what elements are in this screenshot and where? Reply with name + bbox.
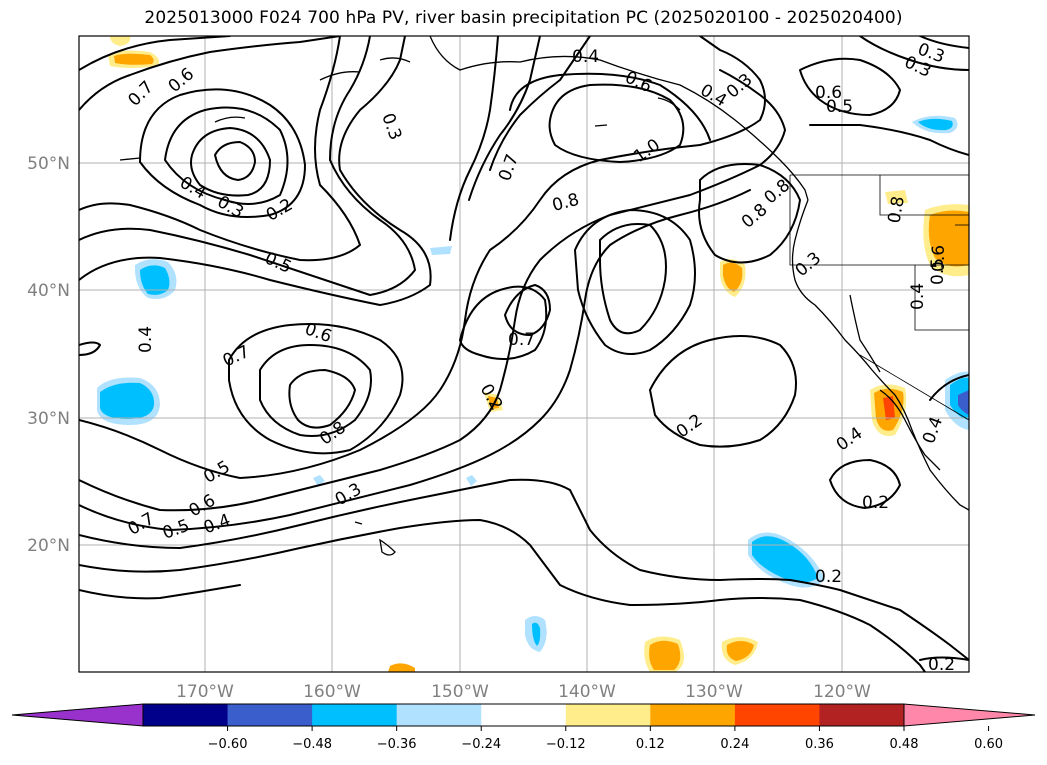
contour-label: 0.5 [928,258,948,285]
colorbar-tick-label: 0.60 [974,737,1003,752]
precip-blob [100,382,155,419]
precip-blob [726,641,754,661]
contour-label: 0.2 [815,567,842,587]
map-frame [79,36,969,672]
lon-label: 120°W [813,682,871,702]
coastlines [119,36,969,556]
colorbar-segment [396,704,482,726]
precip-blob [114,53,154,65]
precip-blob [958,390,969,415]
colorbar-tick-label: −0.24 [461,737,501,752]
lon-label: 160°W [303,682,361,702]
colorbar-tick-label: −0.36 [377,737,417,752]
contour-label: 0.4 [136,326,156,353]
latitude-labels: 50°N 40°N 30°N 20°N [27,154,70,556]
colorbar-segment [312,704,398,726]
map-title: 2025013000 F024 700 hPa PV, river basin … [144,8,903,28]
precip-blob [388,663,415,672]
colorbar-tick-label: −0.48 [292,737,332,752]
map-border [78,35,970,673]
colorbar-tick-label: 0.36 [805,737,834,752]
precip-shading [97,36,969,672]
precip-blob [532,622,541,646]
colorbar-segment [481,704,567,726]
precip-blob [918,118,953,131]
precip-blob [140,265,170,295]
colorbar-segment [734,704,820,726]
colorbar-tick-label: 0.12 [636,737,665,752]
contour-label: 0.2 [862,493,889,513]
colorbar-extend-min [11,703,144,727]
contour-label: 0.4 [572,47,599,67]
precip-blob [110,36,131,46]
lon-label: 150°W [431,682,489,702]
colorbar-tick-label: 0.48 [890,737,919,752]
lat-label: 20°N [27,536,70,556]
longitude-labels: 170°W 160°W 150°W 140°W 130°W 120°W [176,682,871,702]
colorbar-segment [565,704,651,726]
precip-blob [466,475,477,486]
colorbar-segment [143,704,229,726]
colorbar-tick-label: −0.12 [546,737,586,752]
lon-label: 140°W [558,682,616,702]
colorbar: −0.60 −0.48 −0.36 −0.24 −0.12 0.12 0.24 0.36 0.4… [11,703,1036,752]
pv-contours [79,36,969,672]
contour-label: 0.4 [908,283,928,310]
lon-label: 170°W [176,682,234,702]
colorbar-tick-label: 0.24 [720,737,749,752]
lat-label: 30°N [27,409,70,429]
colorbar-segment [227,704,313,726]
precip-blob [752,536,818,583]
lat-label: 50°N [27,154,70,174]
contour-label: 0.5 [826,97,853,117]
lon-label: 130°W [685,682,743,702]
precip-blob [928,210,969,267]
contour-label: 0.8 [885,195,909,225]
precip-blob [883,396,895,420]
contour-label: 0.7 [508,330,535,350]
contour-label: 0.6 [929,245,949,272]
colorbar-tick-label: −0.60 [208,737,248,752]
contour-label: 0.6 [815,83,842,103]
precip-blob [430,246,452,255]
precip-blob [649,640,681,670]
contour-label: 0.2 [928,655,955,675]
precip-blob [313,475,325,486]
colorbar-segment [650,704,736,726]
lat-label: 40°N [27,281,70,301]
colorbar-extend-max [903,703,1036,727]
precip-blob [723,262,743,292]
precip-blob [885,190,908,204]
colorbar-outline [142,703,905,727]
colorbar-segment [819,704,905,726]
